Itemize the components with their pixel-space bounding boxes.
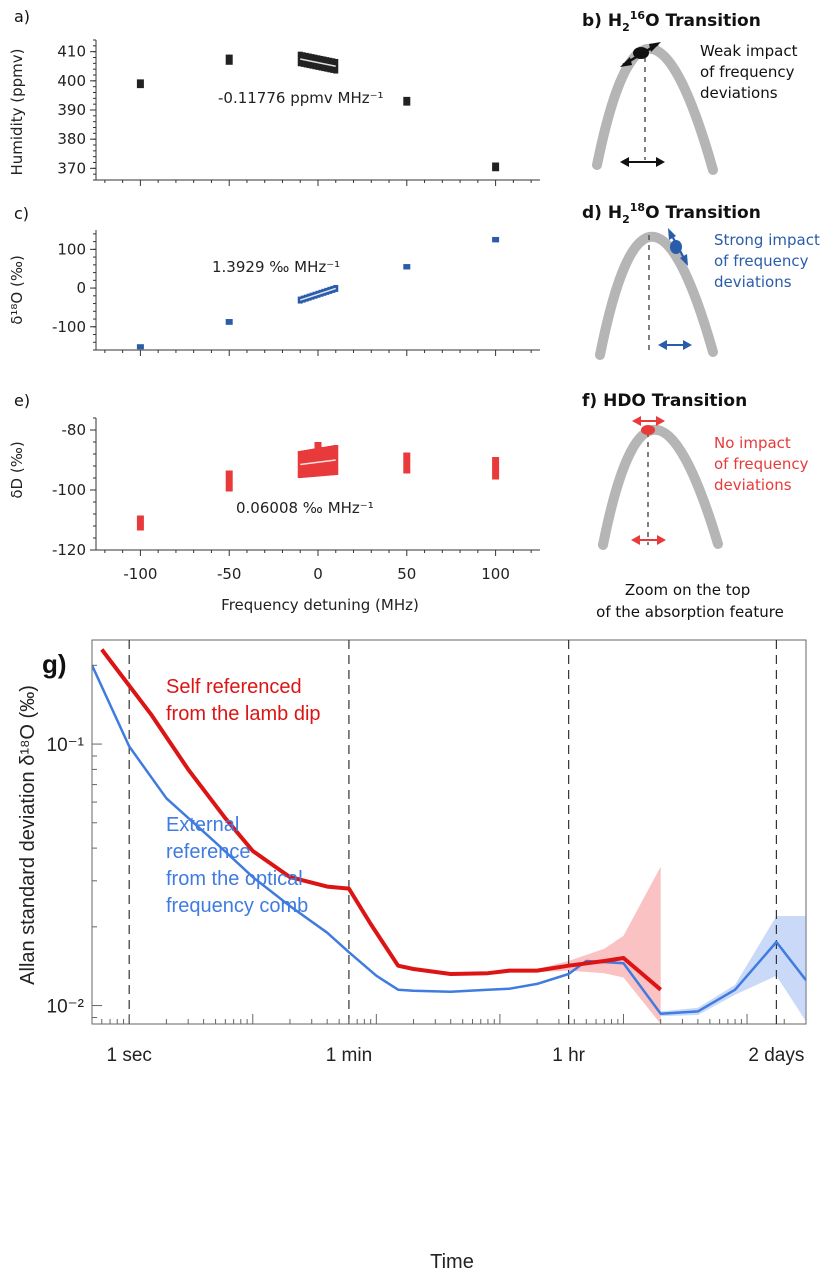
impact-text-f: No impact of frequency deviations <box>714 434 813 494</box>
data-bar <box>136 344 144 350</box>
detune-arrowhead-f1 <box>631 535 640 545</box>
arrowhead-d1 <box>668 228 676 240</box>
slope-annotation-e: 0.06008 ‰ MHz⁻¹ <box>236 499 374 517</box>
y-tick-label: -100 <box>52 481 86 499</box>
zoom-caption: Zoom on the top of the absorption featur… <box>596 581 784 621</box>
marks-e <box>136 442 500 531</box>
data-bar <box>136 515 144 531</box>
legend-red: Self referenced from the lamb dip <box>166 676 321 725</box>
marks-a <box>136 51 500 172</box>
arrowhead-d2 <box>680 254 688 266</box>
y-tick-label: 390 <box>57 101 86 119</box>
y-tick-label: 370 <box>57 159 86 177</box>
transition-title-b: b) H216O Transition <box>582 9 761 34</box>
impact-text-d: Strong impact of frequency deviations <box>714 231 825 291</box>
absorption-curve-f <box>598 425 723 550</box>
y-axis-label-e: δD (‰) <box>8 441 26 498</box>
confidence-band <box>660 916 806 1022</box>
panel-e-dD: e) δD (‰) -80 -100 -120 -100 -50 0 50 100 0.060… <box>8 391 540 614</box>
arrowhead-f2 <box>656 416 665 426</box>
axes-c: -100 0 100 <box>52 230 540 356</box>
absorption-curve-d <box>595 231 718 360</box>
transition-title-d: d) H218O Transition <box>582 201 761 226</box>
y-tick-label: 100 <box>57 240 86 258</box>
y-axis-label-c: δ¹⁸O (‰) <box>8 255 26 325</box>
y-tick-label: -100 <box>52 318 86 336</box>
y-tick-label: 10⁻¹ <box>47 735 85 756</box>
axes-e: -80 -100 -120 -100 -50 0 50 100 <box>52 417 540 583</box>
panel-d-h218o-sketch: d) H218O Transition Strong impact of fre… <box>582 201 825 360</box>
x-tick-label: 1 hr <box>552 1045 585 1066</box>
panel-c-d18o: c) δ¹⁸O (‰) -100 0 100 1.3929 ‰ MHz⁻¹ <box>8 204 540 356</box>
x-tick-label: 100 <box>481 565 510 583</box>
data-bar <box>225 319 233 325</box>
detune-arrowhead-b2 <box>656 157 665 167</box>
x-tick-label: -50 <box>217 565 242 583</box>
panel-label-e: e) <box>14 391 30 410</box>
series-line-self-referenced <box>100 648 662 992</box>
series-lines-g <box>92 648 806 1016</box>
confidence-band <box>537 866 661 1024</box>
panel-f-hdo-sketch: f) HDO Transition No impact of frequency… <box>582 391 813 621</box>
panel-label-a: a) <box>14 7 30 26</box>
data-bar <box>225 54 233 65</box>
detune-arrowhead-d2 <box>683 340 692 350</box>
axes-g: 10⁻¹ 10⁻² 1 sec 1 min 1 hr 2 days <box>47 664 807 1066</box>
x-axis-label-time: Time <box>430 1251 474 1273</box>
data-bar <box>403 264 411 270</box>
panel-g-allan-deviation: g) 10⁻¹ 10⁻² 1 sec 1 min 1 hr 2 days Time All… <box>17 639 807 1273</box>
detune-arrowhead-f2 <box>657 535 666 545</box>
y-tick-label: 10⁻² <box>47 997 85 1018</box>
slope-annotation-c: 1.3929 ‰ MHz⁻¹ <box>212 258 340 276</box>
detune-arrowhead-b1 <box>620 157 629 167</box>
fit-line <box>300 459 336 466</box>
data-bar <box>136 79 144 89</box>
fit-line <box>300 58 336 67</box>
y-tick-label: -80 <box>62 421 87 439</box>
panel-label-c: c) <box>14 204 29 223</box>
x-tick-label: 0 <box>313 565 323 583</box>
x-tick-label: 1 sec <box>106 1045 151 1066</box>
x-axis-label-frequency: Frequency detuning (MHz) <box>221 596 419 614</box>
data-bar <box>492 457 500 480</box>
time-markers-g <box>128 640 777 1024</box>
y-axis-label-a: Humidity (ppmv) <box>8 48 26 175</box>
transition-title-f: f) HDO Transition <box>582 391 747 411</box>
y-tick-label: 410 <box>57 43 86 61</box>
arrowhead-b2 <box>649 42 661 52</box>
y-axis-label-allan: Allan standard deviation δ¹⁸O (‰) <box>17 685 39 985</box>
arrowhead-f1 <box>632 416 641 426</box>
data-bar <box>403 452 411 474</box>
confidence-bands-g <box>537 866 806 1024</box>
data-bar <box>492 162 500 172</box>
plot-frame-g <box>91 639 807 1025</box>
slope-annotation-a: -0.11776 ppmv MHz⁻¹ <box>218 89 384 107</box>
x-tick-label: 50 <box>397 565 416 583</box>
operating-point-f <box>641 425 655 435</box>
data-bar <box>492 236 500 243</box>
arrowhead-b1 <box>620 57 632 67</box>
x-tick-label: 1 min <box>326 1045 372 1066</box>
y-tick-label: -120 <box>52 541 86 559</box>
detune-arrowhead-d1 <box>658 340 667 350</box>
panel-label-g: g) <box>42 649 67 679</box>
y-tick-label: 0 <box>76 279 86 297</box>
fit-line <box>300 287 336 301</box>
panel-b-h216o-sketch: b) H216O Transition Weak impact of frequ… <box>582 9 802 175</box>
y-tick-label: 380 <box>57 130 86 148</box>
panel-a-humidity: a) Humidity (ppmv) 370 380 390 400 410 -0.11… <box>8 7 540 186</box>
axes-a: 370 380 390 400 410 <box>57 39 540 186</box>
data-bar <box>403 96 411 106</box>
absorption-curve-b <box>592 43 718 175</box>
marks-c <box>136 236 500 350</box>
impact-text-b: Weak impact of frequency deviations <box>700 42 802 102</box>
y-tick-label: 400 <box>57 72 86 90</box>
data-bar <box>225 470 233 492</box>
legend-blue: External reference from the optical freq… <box>166 814 308 917</box>
x-tick-label: 2 days <box>748 1045 804 1066</box>
series-line-external-reference <box>92 664 806 1016</box>
x-tick-label: -100 <box>123 565 157 583</box>
